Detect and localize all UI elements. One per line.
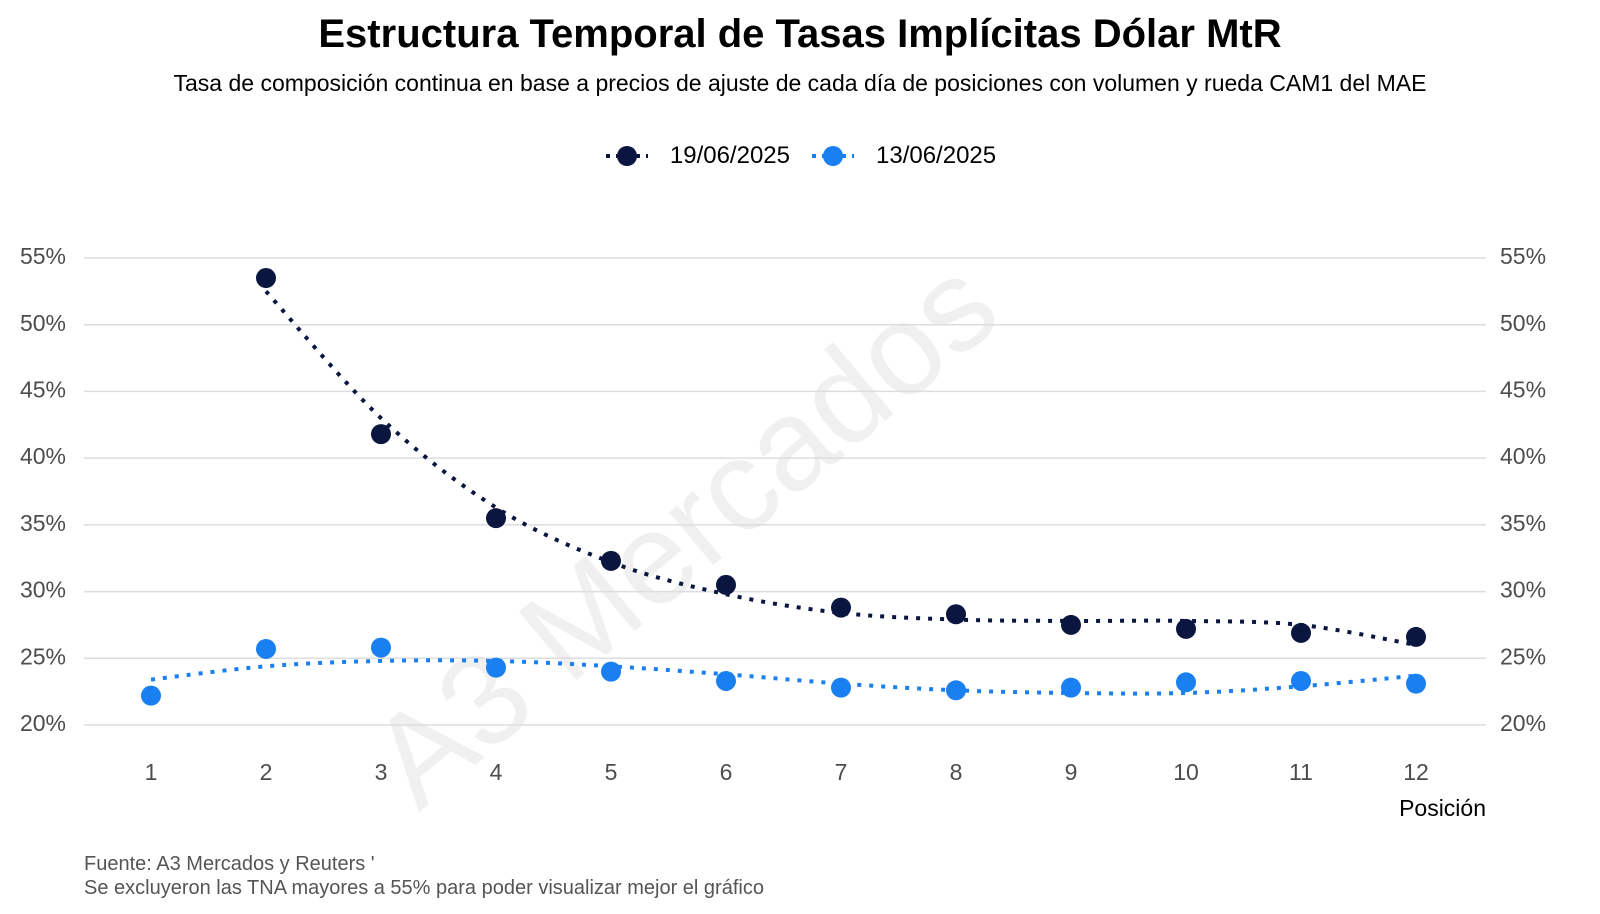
point-series-2-x12: [1406, 673, 1426, 694]
y-axis-right: 20% 25% 30% 35% 40% 45% 50% 55%: [1500, 243, 1546, 736]
legend-label-series2: 13/06/2025: [876, 142, 997, 169]
footer-source: Fuente: A3 Mercados y Reuters ': [84, 853, 375, 875]
point-series-2-x8: [946, 680, 966, 701]
y-tick-left-45: 45%: [20, 377, 66, 403]
series-layer: [141, 268, 1426, 706]
series-1: [256, 268, 1426, 647]
point-series-1-x12: [1406, 626, 1426, 647]
y-tick-left-55: 55%: [20, 243, 66, 269]
y-tick-left-25: 25%: [20, 643, 66, 669]
point-series-1-x11: [1291, 622, 1311, 643]
point-series-1-x8: [946, 604, 966, 625]
y-tick-right-25: 25%: [1500, 643, 1546, 669]
x-tick-12: 12: [1403, 759, 1429, 785]
chart-title: Estructura Temporal de Tasas Implícitas …: [318, 12, 1282, 56]
trend-line-series-2: [150, 658, 1417, 696]
x-tick-1: 1: [145, 759, 158, 785]
x-tick-11: 11: [1289, 759, 1313, 785]
point-series-1-x10: [1176, 618, 1196, 639]
chart-legend: 19/06/2025 13/06/2025: [0, 142, 1600, 170]
y-tick-left-50: 50%: [20, 310, 66, 336]
point-series-2-x9: [1061, 677, 1081, 698]
y-axis-left: 20% 25% 30% 35% 40% 45% 50% 55%: [20, 243, 66, 736]
y-tick-left-30: 30%: [20, 577, 66, 603]
point-series-2-x7: [831, 677, 851, 698]
y-tick-left-40: 40%: [20, 443, 66, 469]
x-tick-7: 7: [835, 759, 848, 785]
chart-subtitle: Tasa de composición continua en base a p…: [173, 70, 1427, 96]
y-tick-left-20: 20%: [20, 710, 66, 736]
point-series-2-x2: [256, 638, 276, 659]
point-series-2-x6: [716, 670, 736, 691]
y-tick-right-40: 40%: [1500, 443, 1546, 469]
y-tick-right-35: 35%: [1500, 510, 1546, 536]
watermark: A3 Mercados: [343, 230, 1024, 834]
x-tick-6: 6: [720, 759, 733, 785]
x-axis-title: Posición: [1399, 795, 1486, 821]
y-tick-right-55: 55%: [1500, 243, 1546, 269]
legend-marker-series1: [605, 146, 648, 166]
x-tick-10: 10: [1173, 759, 1199, 785]
x-tick-2: 2: [260, 759, 273, 785]
x-tick-9: 9: [1065, 759, 1078, 785]
point-series-1-x3: [371, 424, 391, 445]
point-series-2-x3: [371, 637, 391, 658]
point-series-2-x1: [141, 685, 161, 706]
point-series-2-x11: [1291, 670, 1311, 691]
y-tick-right-50: 50%: [1500, 310, 1546, 336]
legend-item-series1: 19/06/2025: [604, 142, 790, 170]
point-series-2-x10: [1176, 672, 1196, 693]
point-series-1-x2: [256, 268, 276, 289]
y-tick-left-35: 35%: [20, 510, 66, 536]
point-series-2-x5: [601, 661, 621, 682]
legend-marker-series2: [812, 146, 854, 166]
x-tick-5: 5: [605, 759, 618, 785]
x-tick-3: 3: [375, 759, 388, 785]
y-tick-right-30: 30%: [1500, 577, 1546, 603]
series-2: [141, 637, 1426, 706]
point-series-1-x6: [716, 574, 736, 595]
legend-label-series1: 19/06/2025: [669, 142, 790, 169]
point-series-2-x4: [486, 657, 506, 678]
point-series-1-x5: [601, 550, 621, 571]
x-tick-4: 4: [490, 759, 503, 785]
point-series-1-x9: [1061, 614, 1081, 635]
footer-note: Se excluyeron las TNA mayores a 55% para…: [84, 877, 764, 899]
grid-lines: [84, 257, 1486, 726]
x-tick-8: 8: [950, 759, 963, 785]
x-axis: 1 2 3 4 5 6 7 8 9 10 11 12: [145, 759, 1429, 785]
chart-footer: Fuente: A3 Mercados y Reuters ' Se exclu…: [84, 852, 764, 900]
point-series-1-x7: [831, 597, 851, 618]
legend-item-series2: 13/06/2025: [810, 142, 996, 170]
y-tick-right-45: 45%: [1500, 377, 1546, 403]
y-tick-right-20: 20%: [1500, 710, 1546, 736]
point-series-1-x4: [486, 508, 506, 529]
